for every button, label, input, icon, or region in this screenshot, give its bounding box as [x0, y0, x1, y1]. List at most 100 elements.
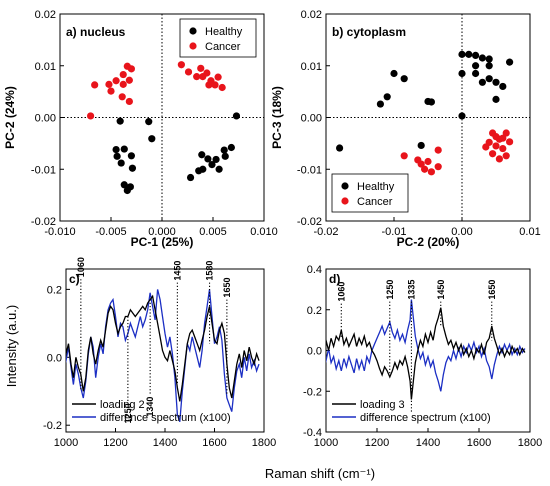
healthy-point — [485, 62, 493, 70]
healthy-point — [220, 146, 228, 154]
cancer-point — [502, 129, 510, 137]
healthy-point — [485, 75, 493, 83]
healthy-point — [478, 54, 486, 62]
healthy-point — [465, 50, 473, 58]
healthy-point — [204, 155, 212, 163]
y-tick-label: 0.00 — [35, 113, 56, 125]
cancer-point — [205, 81, 213, 89]
healthy-point — [383, 93, 391, 101]
healthy-point — [376, 100, 384, 108]
shared-y-axis-label: Intensity (a.u.) — [4, 305, 19, 387]
cancer-point — [105, 80, 113, 88]
cancer-point — [125, 76, 133, 84]
panel-d-loading-3-spectra: 1000 1200 1400 1600 1800 -0.4 -0.2 0.0 0.2 0.4 106… — [303, 264, 542, 449]
peak-label: 1340 — [145, 397, 155, 417]
panel-b-cytoplasm-scatter: -0.02 -0.01 0.00 0.01 -0.02 -0.01 0.00 0.01 0.02… — [270, 9, 541, 249]
cancer-point — [218, 83, 226, 92]
healthy-point — [492, 95, 500, 103]
y-tick-label: 0.4 — [307, 264, 322, 276]
legend-label: Healthy — [357, 181, 395, 193]
healthy-point — [195, 167, 203, 175]
x-tick-label: 1000 — [54, 437, 78, 449]
panel-a-nucleus-scatter: -0.010 -0.005 0.000 0.005 0.010 -0.02 -0.01 0.0… — [3, 9, 278, 249]
x-tick-label: 1200 — [103, 437, 127, 449]
healthy-point — [458, 50, 466, 58]
healthy-point — [113, 152, 121, 160]
legend-marker-cancer — [189, 42, 197, 50]
legend-box — [331, 173, 409, 213]
x-tick-label: 1200 — [365, 437, 389, 449]
y-tick-label: 0.0 — [307, 346, 322, 358]
healthy-point — [499, 82, 507, 91]
healthy-point — [472, 51, 480, 60]
healthy-point — [232, 112, 241, 120]
cancer-point — [127, 65, 135, 73]
y-tick-label: -0.02 — [31, 216, 56, 228]
y-tick-label: 0.01 — [35, 61, 56, 73]
cancer-point — [482, 143, 490, 151]
peak-label: 1060 — [336, 282, 346, 302]
x-tick-label: 1000 — [314, 437, 338, 449]
healthy-point — [120, 145, 128, 153]
healthy-point — [145, 118, 153, 126]
cancer-point — [87, 112, 95, 120]
peak-label: 1580 — [205, 261, 215, 281]
y-tick-label: 0.2 — [47, 284, 62, 296]
healthy-point — [148, 135, 156, 143]
cancer-point — [203, 69, 211, 77]
difference-spectrum-line — [66, 289, 260, 423]
cancer-point — [125, 97, 133, 106]
x-tick-label: 0.01 — [519, 226, 540, 238]
healthy-point — [472, 69, 480, 78]
difference-spectrum-line — [326, 299, 526, 392]
healthy-point — [427, 98, 435, 106]
cancer-point — [417, 160, 425, 168]
healthy-point — [127, 152, 135, 160]
panel-title: b) cytoplasm — [332, 25, 406, 39]
x-tick-label: -0.01 — [381, 226, 406, 238]
x-tick-label: 1800 — [252, 437, 276, 449]
legend-marker-healthy — [341, 182, 349, 190]
healthy-point — [212, 155, 220, 164]
healthy-point — [390, 69, 398, 78]
panel-title: d) — [329, 272, 340, 286]
cancer-point — [197, 64, 205, 72]
cancer-point — [427, 168, 435, 176]
healthy-point — [417, 141, 425, 150]
legend-marker-healthy — [189, 27, 197, 35]
panel-c-loading-2-spectra: 1000 1200 1400 1600 1800 -0.2 0.0 0.2 1060 1250 13… — [43, 257, 276, 449]
legend-label: difference spectrum (x100) — [360, 412, 491, 424]
healthy-point — [116, 117, 124, 125]
legend-label: Cancer — [205, 41, 241, 53]
x-tick-label: 0.000 — [148, 226, 176, 238]
cancer-point — [499, 134, 507, 142]
plot-frame — [325, 268, 531, 433]
y-tick-label: 0.0 — [47, 352, 62, 364]
peak-label: 1450 — [172, 261, 182, 281]
legend-label: Cancer — [357, 196, 393, 208]
panel-title: a) nucleus — [66, 25, 126, 39]
legend-box — [179, 18, 257, 58]
healthy-point — [120, 181, 128, 189]
healthy-point — [336, 144, 344, 152]
x-axis-label: PC-2 (20%) — [397, 235, 460, 249]
cancer-point — [434, 163, 442, 171]
panel-title: c) — [69, 272, 80, 286]
x-tick-label: 1400 — [153, 437, 177, 449]
cancer-point — [119, 80, 127, 88]
cancer-point — [499, 144, 507, 153]
cancer-point — [489, 150, 497, 158]
cancer-point — [434, 146, 442, 154]
healthy-point — [506, 58, 514, 66]
y-tick-label: -0.02 — [297, 216, 322, 228]
x-tick-label: -0.010 — [44, 226, 75, 238]
healthy-point — [485, 55, 493, 63]
loading-line — [66, 294, 260, 402]
cancer-point — [177, 61, 185, 69]
legend-marker-cancer — [341, 197, 349, 205]
y-tick-label: 0.02 — [35, 9, 56, 21]
healthy-point — [472, 62, 480, 70]
x-tick-label: 0.00 — [451, 226, 472, 238]
peak-label: 1060 — [76, 257, 86, 277]
peak-label: 1335 — [406, 280, 416, 300]
